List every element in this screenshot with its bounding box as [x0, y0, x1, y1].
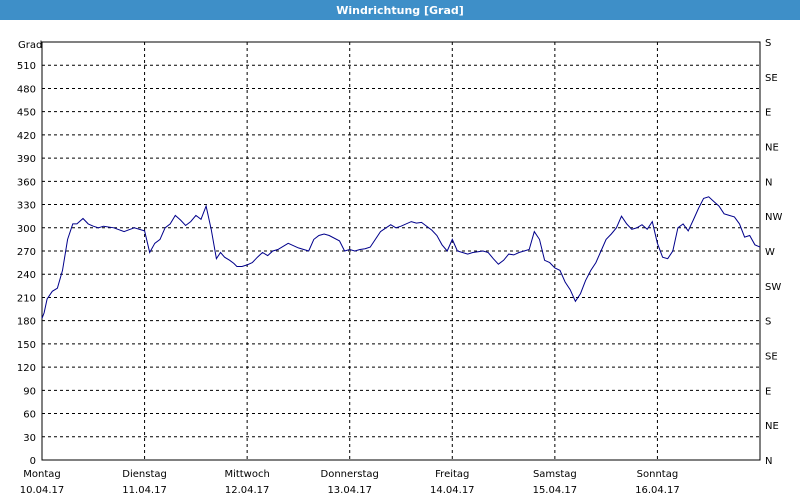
y-tick-label: 450 — [17, 108, 36, 119]
y-tick-label: 90 — [23, 386, 36, 397]
y-tick-label: 510 — [17, 61, 36, 72]
y-tick-label: 360 — [17, 177, 36, 188]
chart-title: Windrichtung [Grad] — [336, 3, 464, 17]
y-tick-label: 60 — [23, 410, 36, 421]
y-tick-label: 270 — [17, 247, 36, 258]
chart-title-bar: Windrichtung [Grad] — [0, 0, 800, 20]
plot-border — [41, 41, 761, 461]
y-tick-label: 300 — [17, 224, 36, 235]
right-axis-label: E — [765, 108, 771, 119]
y-tick-label: 30 — [23, 433, 36, 444]
right-axis-label: N — [765, 177, 772, 188]
right-axis-label: SW — [765, 282, 781, 293]
x-tick-date: 15.04.17 — [533, 485, 578, 496]
grid-layer — [42, 41, 760, 460]
x-tick-date: 13.04.17 — [327, 485, 372, 496]
x-tick-day: Donnerstag — [321, 469, 379, 480]
y-tick-label: 390 — [17, 154, 36, 165]
right-axis-label: NW — [765, 212, 782, 223]
x-tick-day: Mittwoch — [224, 469, 269, 480]
x-tick-day: Sonntag — [637, 469, 679, 480]
y-tick-label: 210 — [17, 293, 36, 304]
wind-direction-chart: 0 30 60 90 120 150 180 210 240 270 300 330 360 390 420… — [17, 38, 783, 496]
axis-layer: 0 30 60 90 120 150 180 210 240 270 300 330 360 390 420… — [17, 38, 783, 496]
y-tick-label: 0 — [30, 456, 36, 467]
x-tick-day: Samstag — [533, 469, 577, 480]
y-tick-label: 330 — [17, 201, 36, 212]
y-tick-label: 120 — [17, 363, 36, 374]
series-line — [41, 196, 761, 319]
right-axis-label: E — [765, 386, 771, 397]
y-tick-label: 180 — [17, 317, 36, 328]
right-axis-label: N — [765, 456, 772, 467]
y-tick-label: 480 — [17, 84, 36, 95]
right-axis-label: S — [765, 317, 771, 328]
y-tick-label: 240 — [17, 270, 36, 281]
x-tick-date: 16.04.17 — [635, 485, 680, 496]
x-tick-day: Freitag — [435, 469, 469, 480]
x-tick-date: 12.04.17 — [225, 485, 270, 496]
y-tick-label: 420 — [17, 131, 36, 142]
right-axis-label: W — [765, 247, 775, 258]
right-axis-label: SE — [765, 73, 778, 84]
x-tick-date: 10.04.17 — [20, 485, 65, 496]
y-axis-label: Grad — [18, 40, 42, 51]
right-axis-label: NE — [765, 421, 779, 432]
x-tick-date: 11.04.17 — [122, 485, 167, 496]
series-layer — [41, 196, 761, 319]
right-axis-label: S — [765, 38, 771, 49]
x-tick-date: 14.04.17 — [430, 485, 475, 496]
y-tick-label: 150 — [17, 340, 36, 351]
right-axis-label: NE — [765, 143, 779, 154]
x-tick-day: Montag — [23, 469, 60, 480]
x-tick-day: Dienstag — [122, 469, 167, 480]
right-axis-label: SE — [765, 352, 778, 363]
